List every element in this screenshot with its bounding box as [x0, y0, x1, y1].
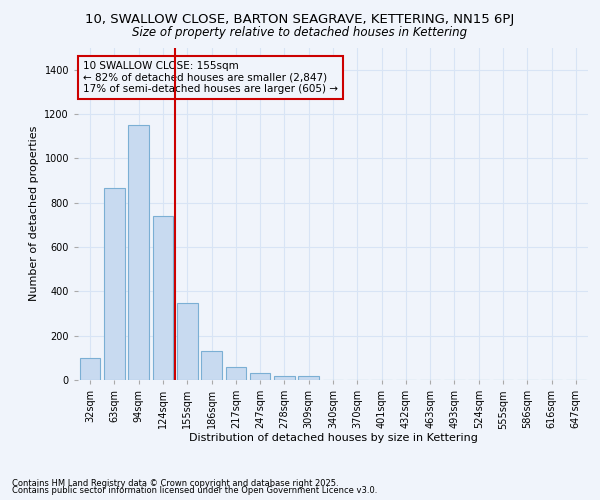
X-axis label: Distribution of detached houses by size in Kettering: Distribution of detached houses by size …	[188, 432, 478, 442]
Bar	[274, 376, 295, 380]
Bar	[152, 216, 173, 380]
Text: 10, SWALLOW CLOSE, BARTON SEAGRAVE, KETTERING, NN15 6PJ: 10, SWALLOW CLOSE, BARTON SEAGRAVE, KETT…	[85, 12, 515, 26]
Y-axis label: Number of detached properties: Number of detached properties	[29, 126, 39, 302]
Bar	[298, 376, 319, 380]
Bar	[250, 374, 271, 380]
Text: Contains HM Land Registry data © Crown copyright and database right 2025.: Contains HM Land Registry data © Crown c…	[12, 478, 338, 488]
Bar	[177, 303, 197, 380]
Bar	[226, 366, 246, 380]
Bar	[201, 351, 222, 380]
Text: 10 SWALLOW CLOSE: 155sqm
← 82% of detached houses are smaller (2,847)
17% of sem: 10 SWALLOW CLOSE: 155sqm ← 82% of detach…	[83, 61, 338, 94]
Text: Size of property relative to detached houses in Kettering: Size of property relative to detached ho…	[133, 26, 467, 39]
Bar	[128, 125, 149, 380]
Text: Contains public sector information licensed under the Open Government Licence v3: Contains public sector information licen…	[12, 486, 377, 495]
Bar	[80, 358, 100, 380]
Bar	[104, 188, 125, 380]
